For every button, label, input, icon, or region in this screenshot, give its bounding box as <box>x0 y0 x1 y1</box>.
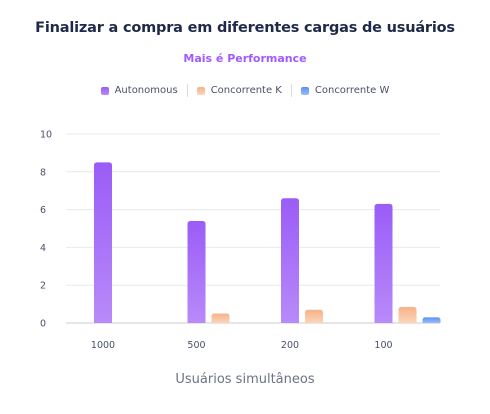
legend-swatch-autonomous <box>100 86 109 95</box>
legend-item-autonomous: Autonomous <box>92 85 187 96</box>
legend-label-concorrente-k: Concorrente K <box>210 85 282 96</box>
legend-swatch-concorrente-k <box>196 86 205 95</box>
chart-subtitle: Mais é Performance <box>183 52 307 65</box>
legend-item-concorrente-w: Concorrente W <box>292 85 399 96</box>
y-tick-label: 4 <box>40 243 46 254</box>
legend-divider <box>290 84 292 97</box>
x-axis-title: Usuários simultâneos <box>175 372 315 387</box>
legend: Autonomous Concorrente K Concorrente W <box>0 84 490 97</box>
bar-autonomous-1000 <box>94 162 112 323</box>
legend-label-autonomous: Autonomous <box>114 85 178 96</box>
legend-swatch-concorrente-w <box>300 86 309 95</box>
bar-autonomous-200 <box>281 198 299 323</box>
y-tick-label: 8 <box>40 167 46 178</box>
chart-title: Finalizar a compra em diferentes cargas … <box>35 20 455 36</box>
bar-autonomous-100 <box>374 203 393 323</box>
y-tick-label: 0 <box>40 319 46 330</box>
bar-concorrente-k-500 <box>211 313 230 323</box>
x-tick-label: 100 <box>374 340 392 351</box>
y-tick-label: 6 <box>40 205 46 216</box>
x-tick-label: 200 <box>281 340 299 351</box>
legend-item-concorrente-k: Concorrente K <box>188 85 291 96</box>
legend-label-concorrente-w: Concorrente W <box>314 85 390 96</box>
bar-concorrente-k-100 <box>398 306 417 323</box>
bar-concorrente-k-200 <box>305 309 323 323</box>
bar-autonomous-500 <box>187 220 206 323</box>
y-tick-label: 10 <box>40 130 52 141</box>
legend-divider <box>186 84 188 97</box>
x-tick-label: 500 <box>187 340 205 351</box>
bar-concorrente-w-100 <box>422 317 441 323</box>
y-tick-label: 2 <box>40 281 46 292</box>
x-tick-label: 1000 <box>91 340 115 351</box>
